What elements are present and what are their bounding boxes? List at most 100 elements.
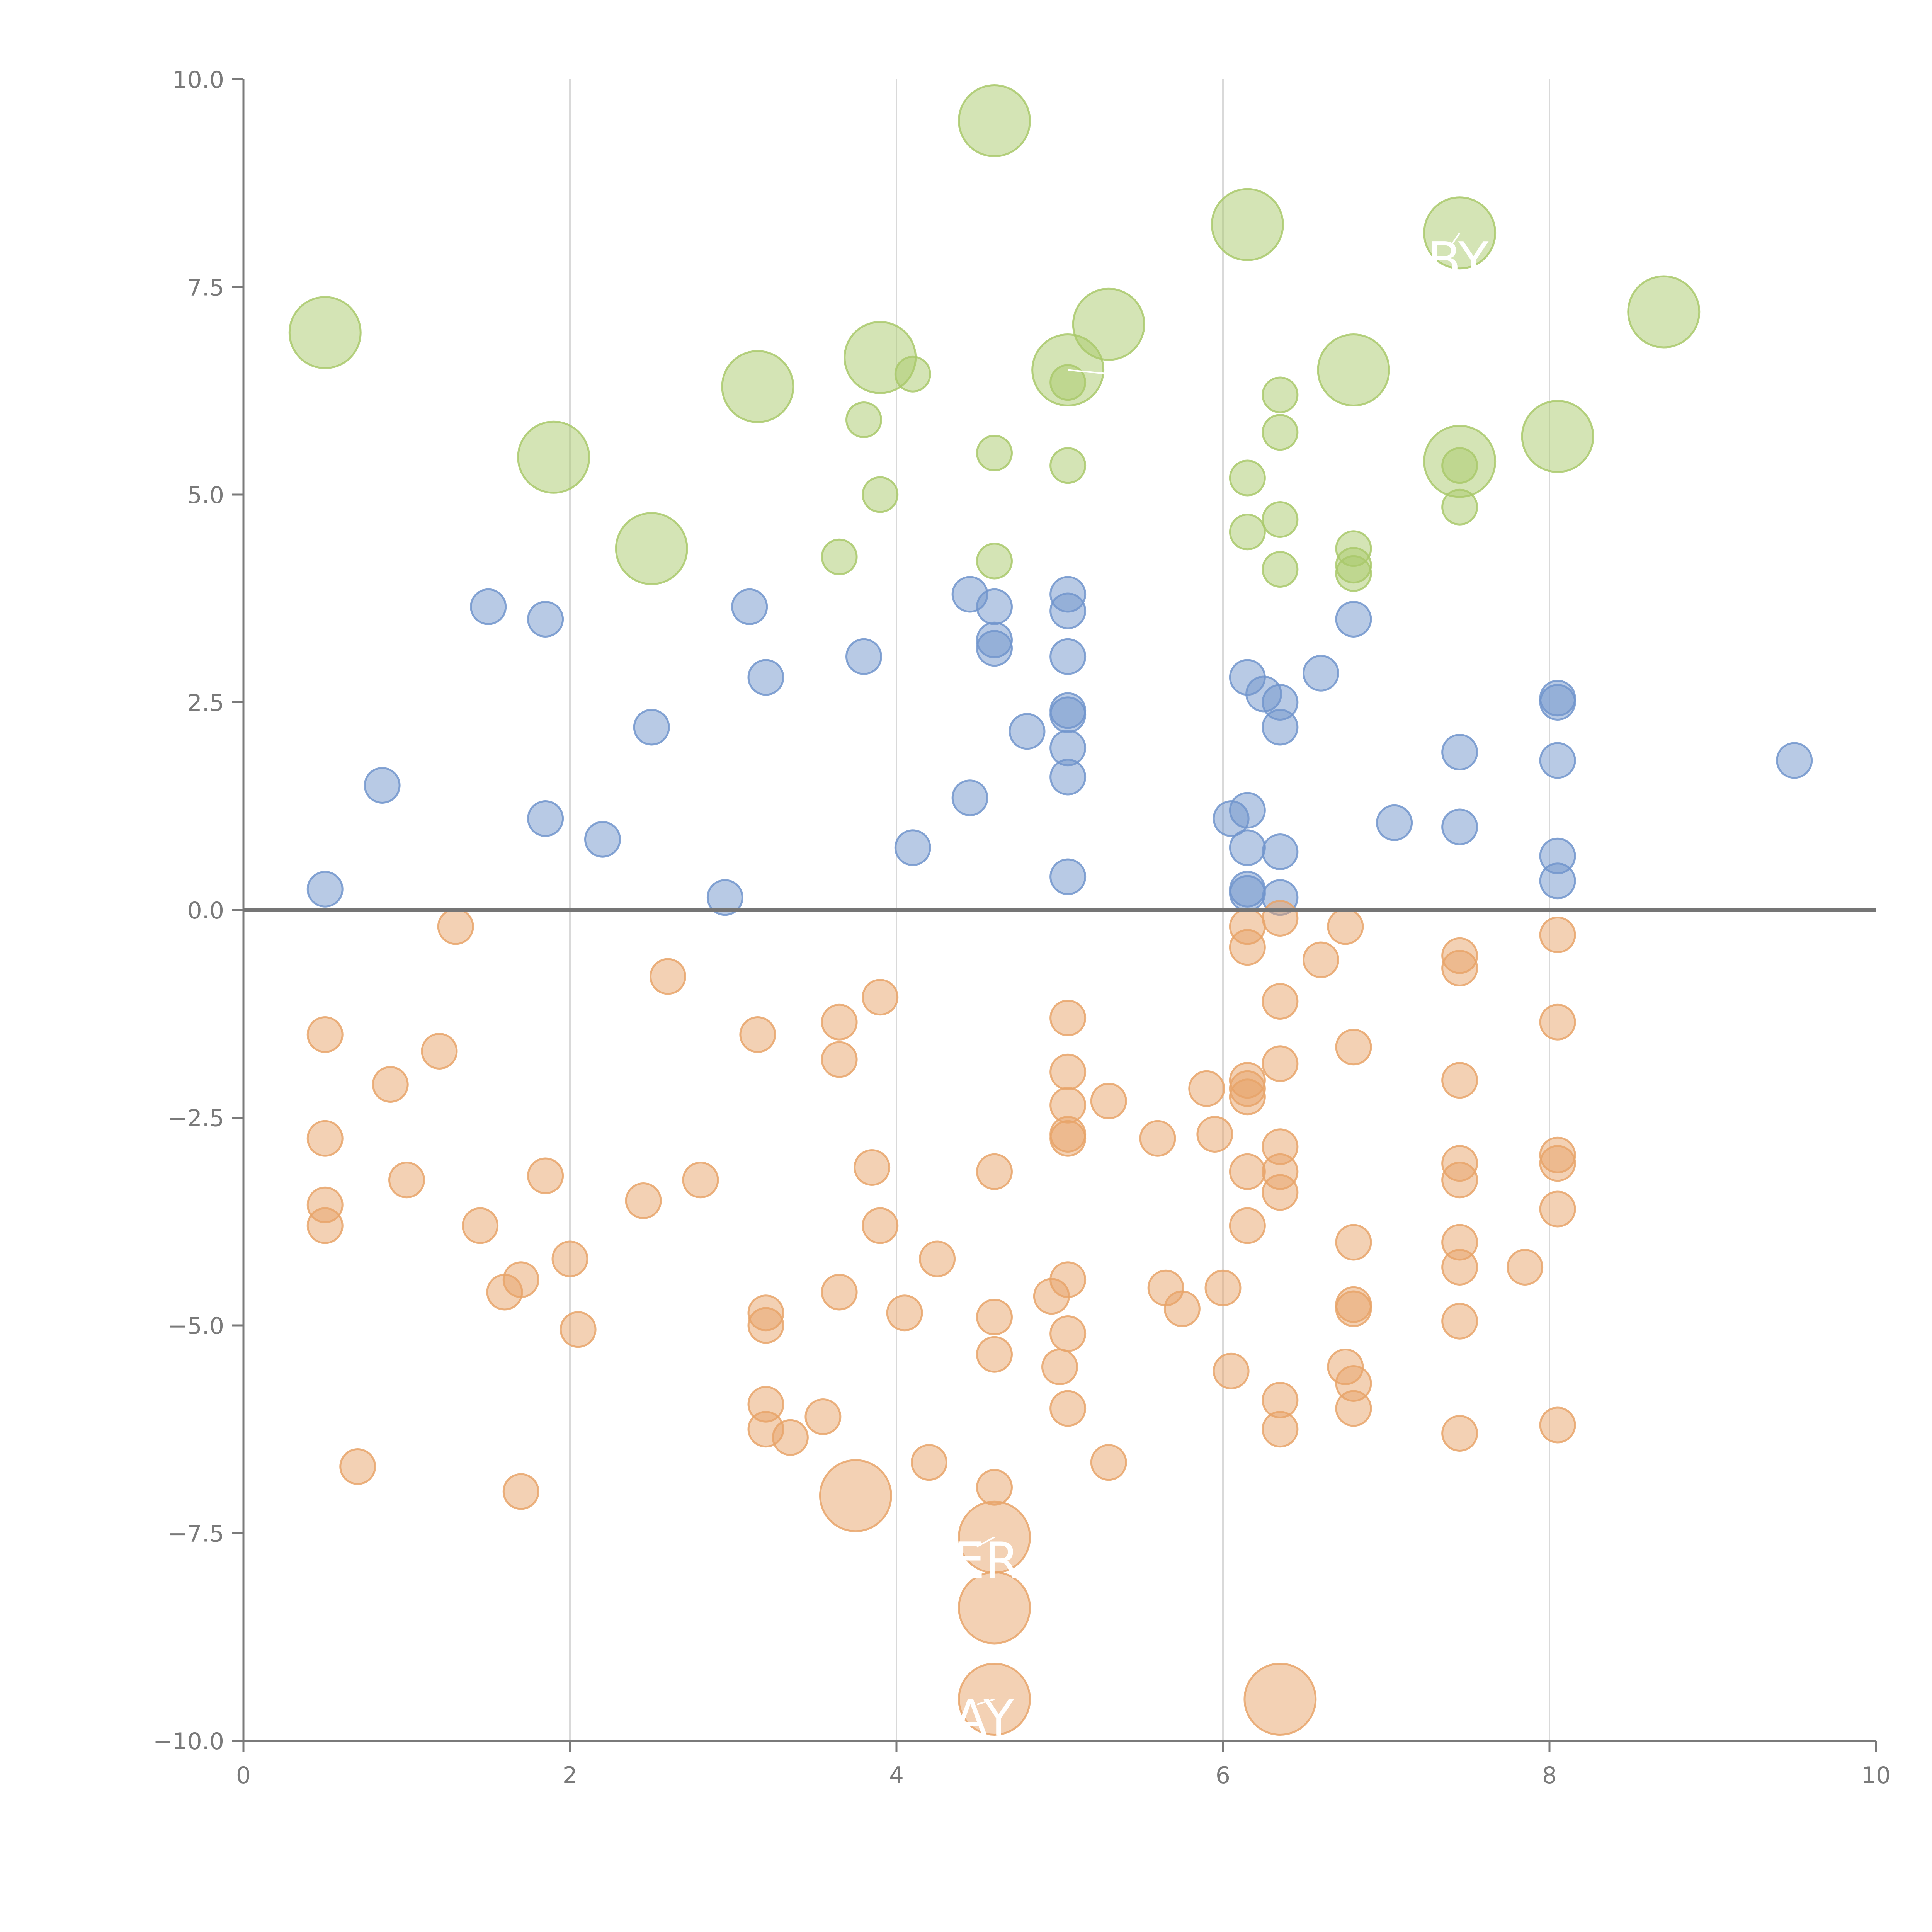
orange-small-point — [1335, 1290, 1372, 1327]
orange-small-point — [976, 1153, 1013, 1190]
x-ticks: 0 2 4 6 8 10 — [236, 1741, 1891, 1789]
blue-point — [1539, 742, 1576, 779]
blue-point — [845, 638, 882, 675]
blue-point — [633, 709, 670, 746]
green-small-point — [845, 401, 882, 438]
blue-point — [1539, 862, 1576, 900]
green-large-point — [1521, 400, 1594, 473]
blue-point — [1049, 592, 1087, 629]
orange-small-point — [1335, 1029, 1372, 1066]
blue-point — [1049, 759, 1087, 796]
orange-small-point — [551, 1240, 588, 1277]
orange-small-point — [854, 1149, 891, 1186]
blue-point — [1441, 808, 1478, 845]
blue-point — [527, 800, 564, 837]
green-small-point — [1049, 447, 1087, 484]
orange-small-point — [821, 1274, 858, 1311]
orange-small-point — [804, 1398, 842, 1435]
x-tick-label: 4 — [889, 1762, 904, 1789]
orange-small-point — [1049, 1000, 1087, 1036]
green-small-point — [1262, 501, 1299, 538]
green-small-point — [976, 435, 1013, 471]
x-tick-label: 6 — [1216, 1762, 1230, 1789]
green-small-point — [1229, 459, 1266, 497]
orange-small-point — [1049, 1315, 1087, 1352]
orange-small-point — [1041, 1349, 1078, 1385]
orange-small-point — [1213, 1352, 1250, 1389]
orange-small-point — [1441, 1062, 1478, 1099]
orange-small-point — [1262, 1411, 1299, 1448]
blue-point — [1776, 742, 1813, 779]
blue-point — [976, 588, 1013, 625]
blue-point — [894, 829, 931, 866]
orange-small-point — [821, 1041, 858, 1078]
y-tick-label: −10.0 — [153, 1728, 224, 1755]
orange-small-point — [1049, 1261, 1087, 1298]
blue-point — [527, 601, 564, 638]
orange-small-point — [625, 1182, 662, 1219]
orange-small-point — [1229, 1207, 1266, 1244]
orange-small-point — [821, 1003, 858, 1041]
green-large-point — [1627, 275, 1701, 349]
orange-small-point — [976, 1299, 1013, 1335]
blue-point — [1049, 638, 1087, 675]
annotation-leader-line — [976, 1698, 995, 1706]
green-large-point — [1317, 333, 1390, 406]
orange-small-point — [1204, 1269, 1242, 1306]
blue-point — [1441, 734, 1478, 770]
orange-small-point — [1262, 983, 1299, 1020]
green-large-point — [958, 84, 1031, 157]
green-large-point — [1211, 188, 1284, 261]
orange-small-point — [1163, 1290, 1201, 1327]
orange-small-point — [1229, 1153, 1266, 1190]
green-small-point — [1335, 555, 1372, 592]
orange-small-point — [372, 1066, 409, 1103]
orange-small-point — [747, 1307, 784, 1344]
green-large-point — [517, 420, 590, 494]
orange-small-point — [1049, 1120, 1087, 1157]
green-small-point — [1229, 514, 1266, 551]
orange-small-point — [1539, 1190, 1576, 1228]
orange-small-point — [1441, 1415, 1478, 1452]
green-large-point — [615, 512, 688, 585]
blue-point — [1335, 601, 1372, 638]
annotation-leader-line — [1449, 232, 1461, 247]
orange-small-point — [1090, 1083, 1127, 1119]
green-small-point — [821, 538, 858, 575]
orange-small-point — [1262, 900, 1299, 937]
x-tick-label: 10 — [1861, 1762, 1891, 1789]
orange-small-point — [1327, 908, 1364, 945]
orange-small-point — [560, 1311, 597, 1348]
y-tick-label: 2.5 — [187, 690, 224, 717]
orange-small-point — [1539, 917, 1576, 953]
orange-small-point — [1507, 1249, 1544, 1286]
orange-small-point — [1539, 1145, 1576, 1182]
orange-small-point — [1441, 950, 1478, 986]
orange-small-point — [1188, 1070, 1225, 1107]
orange-small-point — [306, 1016, 344, 1053]
blue-point — [951, 779, 988, 816]
green-large-point — [721, 350, 794, 423]
green-small-point — [1262, 551, 1299, 588]
green-small-point — [1262, 414, 1299, 451]
blue-point — [470, 588, 507, 625]
orange-large-point — [1243, 1663, 1317, 1736]
orange-small-point — [1229, 929, 1266, 966]
annotation-leader-line — [976, 1536, 995, 1548]
orange-small-point — [682, 1162, 719, 1199]
orange-small-point — [862, 1207, 899, 1244]
orange-small-point — [306, 1207, 344, 1244]
annotation-label: AY — [954, 1690, 1014, 1747]
blue-point — [1262, 833, 1299, 870]
blue-point — [1262, 709, 1299, 746]
blue-point — [1049, 858, 1087, 895]
y-tick-label: −2.5 — [168, 1105, 224, 1132]
orange-small-point — [650, 958, 686, 995]
orange-large-point — [958, 1571, 1031, 1645]
orange-small-point — [1139, 1120, 1176, 1157]
orange-small-point — [1441, 1249, 1478, 1286]
blue-point — [1229, 875, 1266, 912]
orange-small-point — [862, 979, 899, 1016]
y-tick-label: 10.0 — [172, 66, 224, 94]
